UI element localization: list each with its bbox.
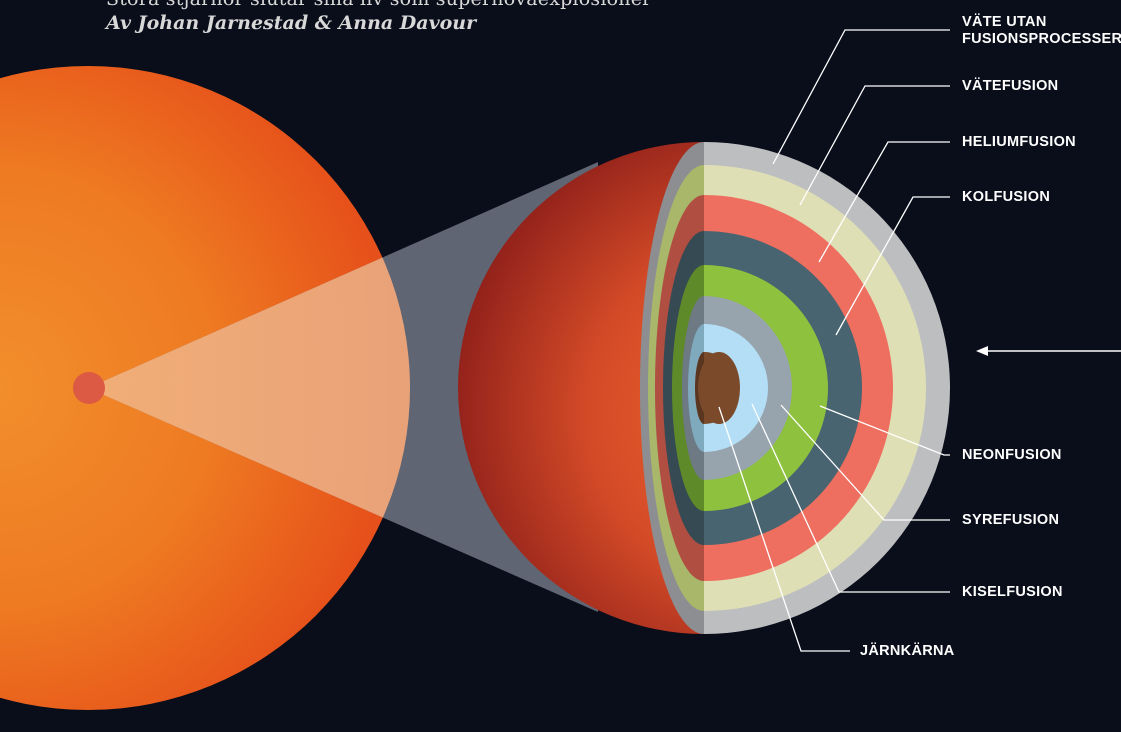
label-oxygen-fusion: SYREFUSION bbox=[962, 512, 1059, 529]
label-iron-core: JÄRNKÄRNA bbox=[860, 643, 955, 660]
leader-iron-core bbox=[718, 406, 850, 652]
label-hydrogen-fusion: VÄTEFUSION bbox=[962, 78, 1058, 95]
label-line: KISELFUSION bbox=[962, 584, 1063, 600]
label-helium-fusion: HELIUMFUSION bbox=[962, 134, 1076, 151]
label-line: NEONFUSION bbox=[962, 447, 1062, 463]
label-line: SYREFUSION bbox=[962, 512, 1060, 528]
label-carbon-fusion: KOLFUSION bbox=[962, 189, 1050, 206]
pointer-arrow bbox=[976, 346, 1121, 356]
label-line: JÄRNKÄRNA bbox=[860, 643, 955, 659]
label-silicon-fusion: KISELFUSION bbox=[962, 584, 1063, 601]
leader-lines bbox=[718, 29, 950, 652]
label-line: VÄTE UTAN bbox=[962, 14, 1047, 30]
label-hydrogen-envelope: VÄTE UTAN FUSIONSPROCESSER bbox=[962, 14, 1121, 48]
cutaway-left-layers bbox=[640, 142, 704, 634]
leader-carbon-fusion bbox=[835, 196, 950, 336]
byline: Av Johan Jarnestad & Anna Davour bbox=[106, 12, 477, 34]
zoom-cone-inner bbox=[88, 162, 410, 612]
label-line: FUSIONSPROCESSER bbox=[962, 31, 1121, 47]
star-sphere-surface bbox=[458, 142, 704, 634]
leader-silicon-fusion bbox=[751, 403, 950, 593]
label-neon-fusion: NEONFUSION bbox=[962, 447, 1062, 464]
label-line: KOLFUSION bbox=[962, 189, 1051, 205]
leader-neon-fusion bbox=[819, 405, 950, 456]
cutaway-right-layers bbox=[704, 142, 950, 634]
label-line: VÄTEFUSION bbox=[962, 78, 1059, 94]
header-clipped-text: Stora stjärnor slutar sina liv som super… bbox=[106, 0, 651, 10]
leader-oxygen-fusion bbox=[780, 404, 950, 521]
iron-core-blob bbox=[698, 352, 740, 424]
leader-helium-fusion bbox=[818, 141, 950, 263]
zoomed-star-dot bbox=[73, 372, 105, 404]
leader-hydrogen-envelope bbox=[772, 29, 950, 165]
leader-hydrogen-fusion bbox=[799, 85, 950, 206]
label-line: HELIUMFUSION bbox=[962, 134, 1076, 150]
